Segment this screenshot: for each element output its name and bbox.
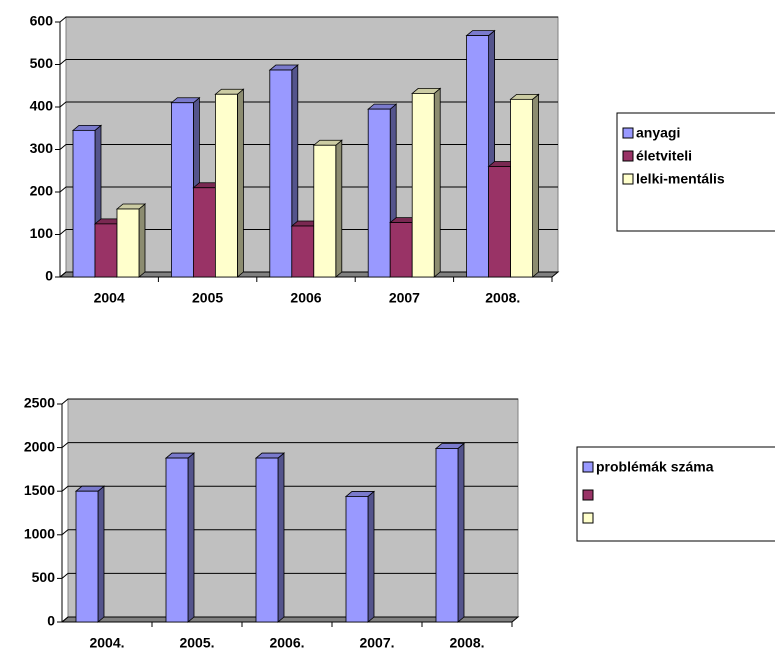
bar-side — [277, 452, 285, 623]
bar-side — [532, 93, 539, 278]
y-tick-label: 0 — [47, 613, 55, 629]
x-tick-label: 2008. — [449, 635, 484, 651]
bar — [75, 490, 99, 623]
legend-swatch — [582, 461, 594, 473]
legend-label: anyagi — [636, 125, 680, 141]
legend-swatch — [622, 150, 634, 162]
bar-side — [97, 485, 105, 623]
x-tick-label: 2004. — [89, 635, 124, 651]
y-tick-label: 100 — [30, 225, 54, 241]
bar — [345, 496, 369, 623]
x-tick-label: 2004 — [94, 290, 125, 306]
legend-label: problémák száma — [596, 459, 714, 475]
y-tick-label: 500 — [30, 55, 54, 71]
bar — [510, 98, 534, 278]
legend-box — [616, 112, 775, 232]
y-tick-label: 300 — [30, 140, 54, 156]
legend-swatch — [582, 489, 594, 501]
bar-side — [367, 490, 375, 623]
bar — [192, 187, 216, 278]
bar-side — [433, 87, 441, 278]
y-tick-label: 1000 — [24, 526, 55, 542]
x-tick-label: 2006 — [290, 290, 321, 306]
x-tick-label: 2008. — [485, 290, 520, 306]
bar — [291, 225, 315, 278]
grid-line — [59, 59, 558, 65]
bar-side — [236, 88, 244, 278]
bar — [488, 166, 512, 278]
y-tick-label: 200 — [30, 183, 54, 199]
bar — [214, 93, 238, 278]
bar — [255, 457, 279, 623]
y-tick-label: 1500 — [24, 482, 55, 498]
bar — [170, 102, 194, 278]
y-tick-label: 0 — [45, 268, 53, 284]
bar — [435, 448, 459, 623]
bar-side — [138, 203, 146, 278]
x-tick-label: 2005 — [192, 290, 223, 306]
bar — [165, 457, 189, 623]
bar — [94, 223, 118, 278]
grid-line — [59, 101, 558, 108]
bar — [313, 144, 337, 278]
legend-swatch — [622, 173, 634, 185]
legend-swatch — [582, 512, 594, 524]
x-tick-label: 2007 — [389, 290, 420, 306]
x-tick-label: 2007. — [359, 635, 394, 651]
bar — [116, 208, 140, 278]
bar-side — [335, 139, 343, 278]
bar-side — [187, 452, 195, 623]
x-tick-label: 2006. — [269, 635, 304, 651]
legend-label: életviteli — [636, 148, 692, 164]
grid-line — [59, 16, 558, 23]
legend-swatch — [622, 127, 634, 139]
bar — [72, 129, 96, 278]
y-tick-label: 2500 — [24, 395, 55, 411]
y-tick-label: 500 — [32, 569, 56, 585]
legend-box — [576, 446, 775, 542]
bar — [389, 222, 413, 278]
x-tick-label: 2005. — [179, 635, 214, 651]
y-tick-label: 400 — [30, 98, 54, 114]
bar — [466, 35, 490, 278]
bar — [411, 93, 435, 278]
grid-line — [61, 442, 518, 448]
bar — [367, 108, 391, 278]
legend-extra — [582, 489, 594, 524]
bar-side — [457, 442, 465, 623]
grid-line — [61, 485, 518, 492]
y-tick-label: 2000 — [24, 438, 55, 454]
legend-label: lelki-mentális — [636, 171, 725, 187]
grid-line — [61, 398, 518, 405]
y-tick-label: 600 — [30, 13, 54, 29]
bar — [269, 69, 293, 278]
